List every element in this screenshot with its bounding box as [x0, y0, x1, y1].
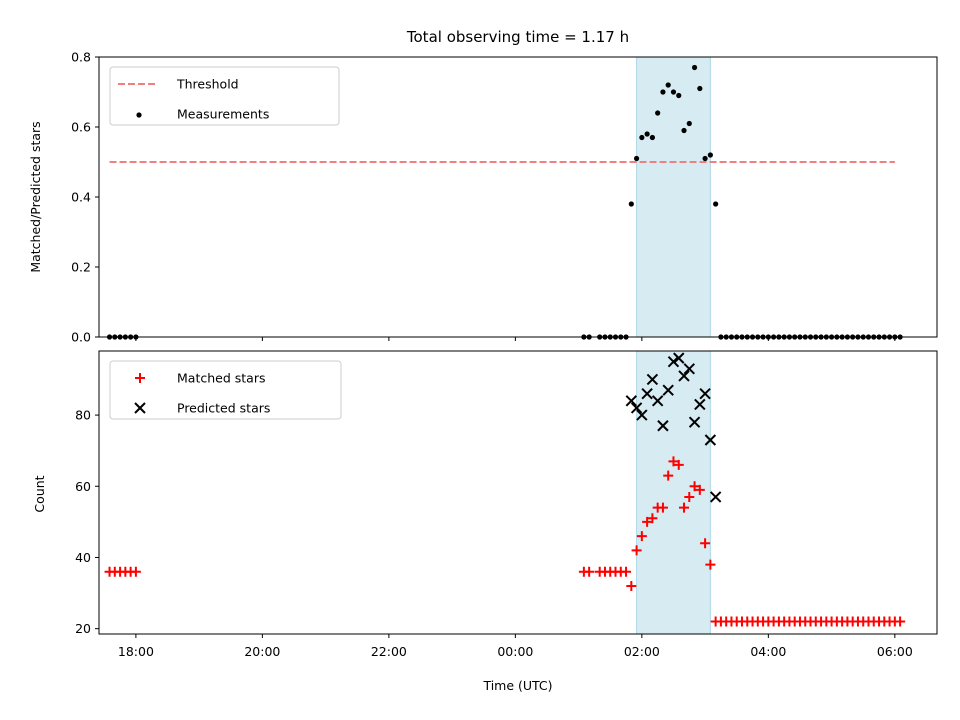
matched-star-point	[130, 566, 141, 577]
top-ytick-label: 0.4	[71, 190, 91, 205]
bottom-legend-label: Matched stars	[177, 371, 265, 386]
predicted-star-point	[667, 355, 680, 368]
top-ylabel: Matched/Predicted stars	[28, 121, 43, 272]
predicted-star-point	[709, 491, 722, 503]
xtick-label: 20:00	[244, 644, 280, 659]
matched-star-point	[705, 559, 716, 570]
xtick-label: 18:00	[118, 644, 154, 659]
measurement-point	[707, 152, 713, 158]
xtick-label: 00:00	[497, 644, 533, 659]
predicted-star-point	[646, 373, 659, 386]
matched-star-point	[679, 502, 690, 513]
predicted-star-point	[694, 398, 706, 411]
measurement-point	[691, 64, 698, 71]
predicted-star-point	[657, 420, 669, 432]
bottom-ytick-label: 60	[75, 479, 91, 494]
matched-star-point	[663, 470, 674, 481]
legend-predicted-swatch	[134, 402, 146, 414]
predicted-star-point	[625, 395, 638, 407]
measurement-point	[639, 134, 645, 141]
top-observing-span	[636, 56, 711, 338]
top-legend-label: Measurements	[177, 107, 269, 122]
bottom-observing-span	[636, 350, 711, 635]
measurement-point	[649, 134, 655, 141]
xtick-label: 04:00	[750, 644, 786, 659]
measurement-point	[665, 82, 671, 88]
predicted-star-point	[636, 409, 648, 421]
matched-star-point	[647, 513, 658, 524]
legend-measurement-swatch	[136, 112, 142, 118]
measurement-point	[633, 155, 640, 162]
xtick-label: 22:00	[371, 644, 407, 659]
top-panel: 0.0 0.2 0.4 0.6 0.8 Threshold Measurements	[71, 50, 938, 345]
measurement-point	[670, 89, 677, 95]
predicted-star-point	[683, 363, 695, 375]
matched-star-point	[626, 580, 637, 591]
measurement-point	[655, 110, 661, 116]
matched-star-point	[700, 538, 711, 549]
top-ytick-label: 0.6	[71, 120, 91, 135]
bottom-ytick-label: 20	[75, 621, 91, 636]
matched-star-point	[694, 484, 705, 495]
predicted-star-point	[704, 434, 717, 446]
matched-star-point	[631, 545, 642, 556]
predicted-star-point	[651, 395, 664, 407]
bottom-ytick-label: 80	[75, 408, 91, 423]
bottom-legend: Matched stars Predicted stars	[109, 360, 342, 420]
top-legend-box	[109, 66, 340, 126]
predicted-star-point	[630, 402, 643, 414]
measurement-point	[676, 92, 682, 99]
chart-title: Total observing time = 1.17 h	[406, 28, 629, 46]
matched-star-point	[668, 456, 679, 467]
matched-star-point	[673, 459, 684, 470]
legend-matched-swatch	[135, 373, 145, 383]
predicted-star-point	[662, 384, 674, 396]
bottom-axes-frame	[98, 350, 938, 635]
bottom-xlabel: Time (UTC)	[482, 678, 552, 693]
measurement-point	[702, 155, 708, 162]
matched-star-point	[684, 491, 695, 502]
matched-star-point	[642, 516, 653, 527]
matched-star-point	[657, 502, 668, 513]
measurement-point	[628, 201, 634, 207]
xtick-label: 02:00	[624, 644, 660, 659]
measurement-point	[681, 127, 687, 134]
bottom-ylabel: Count	[32, 475, 47, 512]
bottom-ytick-label: 40	[75, 550, 91, 565]
predicted-star-point	[699, 388, 711, 400]
matched-star-point	[895, 616, 906, 627]
measurement-point	[660, 89, 666, 95]
predicted-star-point	[688, 416, 701, 428]
bottom-panel: 20 40 60 80 18:00 20:00 22:00 00:00 02:00 04:00 06…	[75, 350, 938, 659]
bottom-legend-label: Predicted stars	[177, 401, 270, 416]
measurement-point	[644, 131, 650, 137]
predicted-star-point	[678, 370, 690, 382]
xtick-label: 06:00	[877, 644, 913, 659]
top-ytick-label: 0.2	[71, 260, 91, 275]
top-ytick-label: 0.0	[71, 330, 91, 345]
matched-star-point	[584, 566, 595, 577]
matched-star-point	[621, 566, 632, 577]
measurement-point	[686, 120, 692, 127]
top-axes-frame	[98, 56, 938, 338]
measurement-point	[697, 85, 703, 92]
bottom-legend-box	[109, 360, 342, 420]
top-legend-label: Threshold	[176, 77, 239, 92]
predicted-star-point	[641, 388, 653, 400]
top-legend: Threshold Measurements	[109, 66, 340, 126]
matched-star-point	[689, 481, 700, 492]
matched-star-point	[636, 531, 647, 542]
top-ytick-label: 0.8	[71, 50, 91, 65]
predicted-star-point	[673, 352, 685, 364]
measurement-point	[713, 201, 719, 207]
